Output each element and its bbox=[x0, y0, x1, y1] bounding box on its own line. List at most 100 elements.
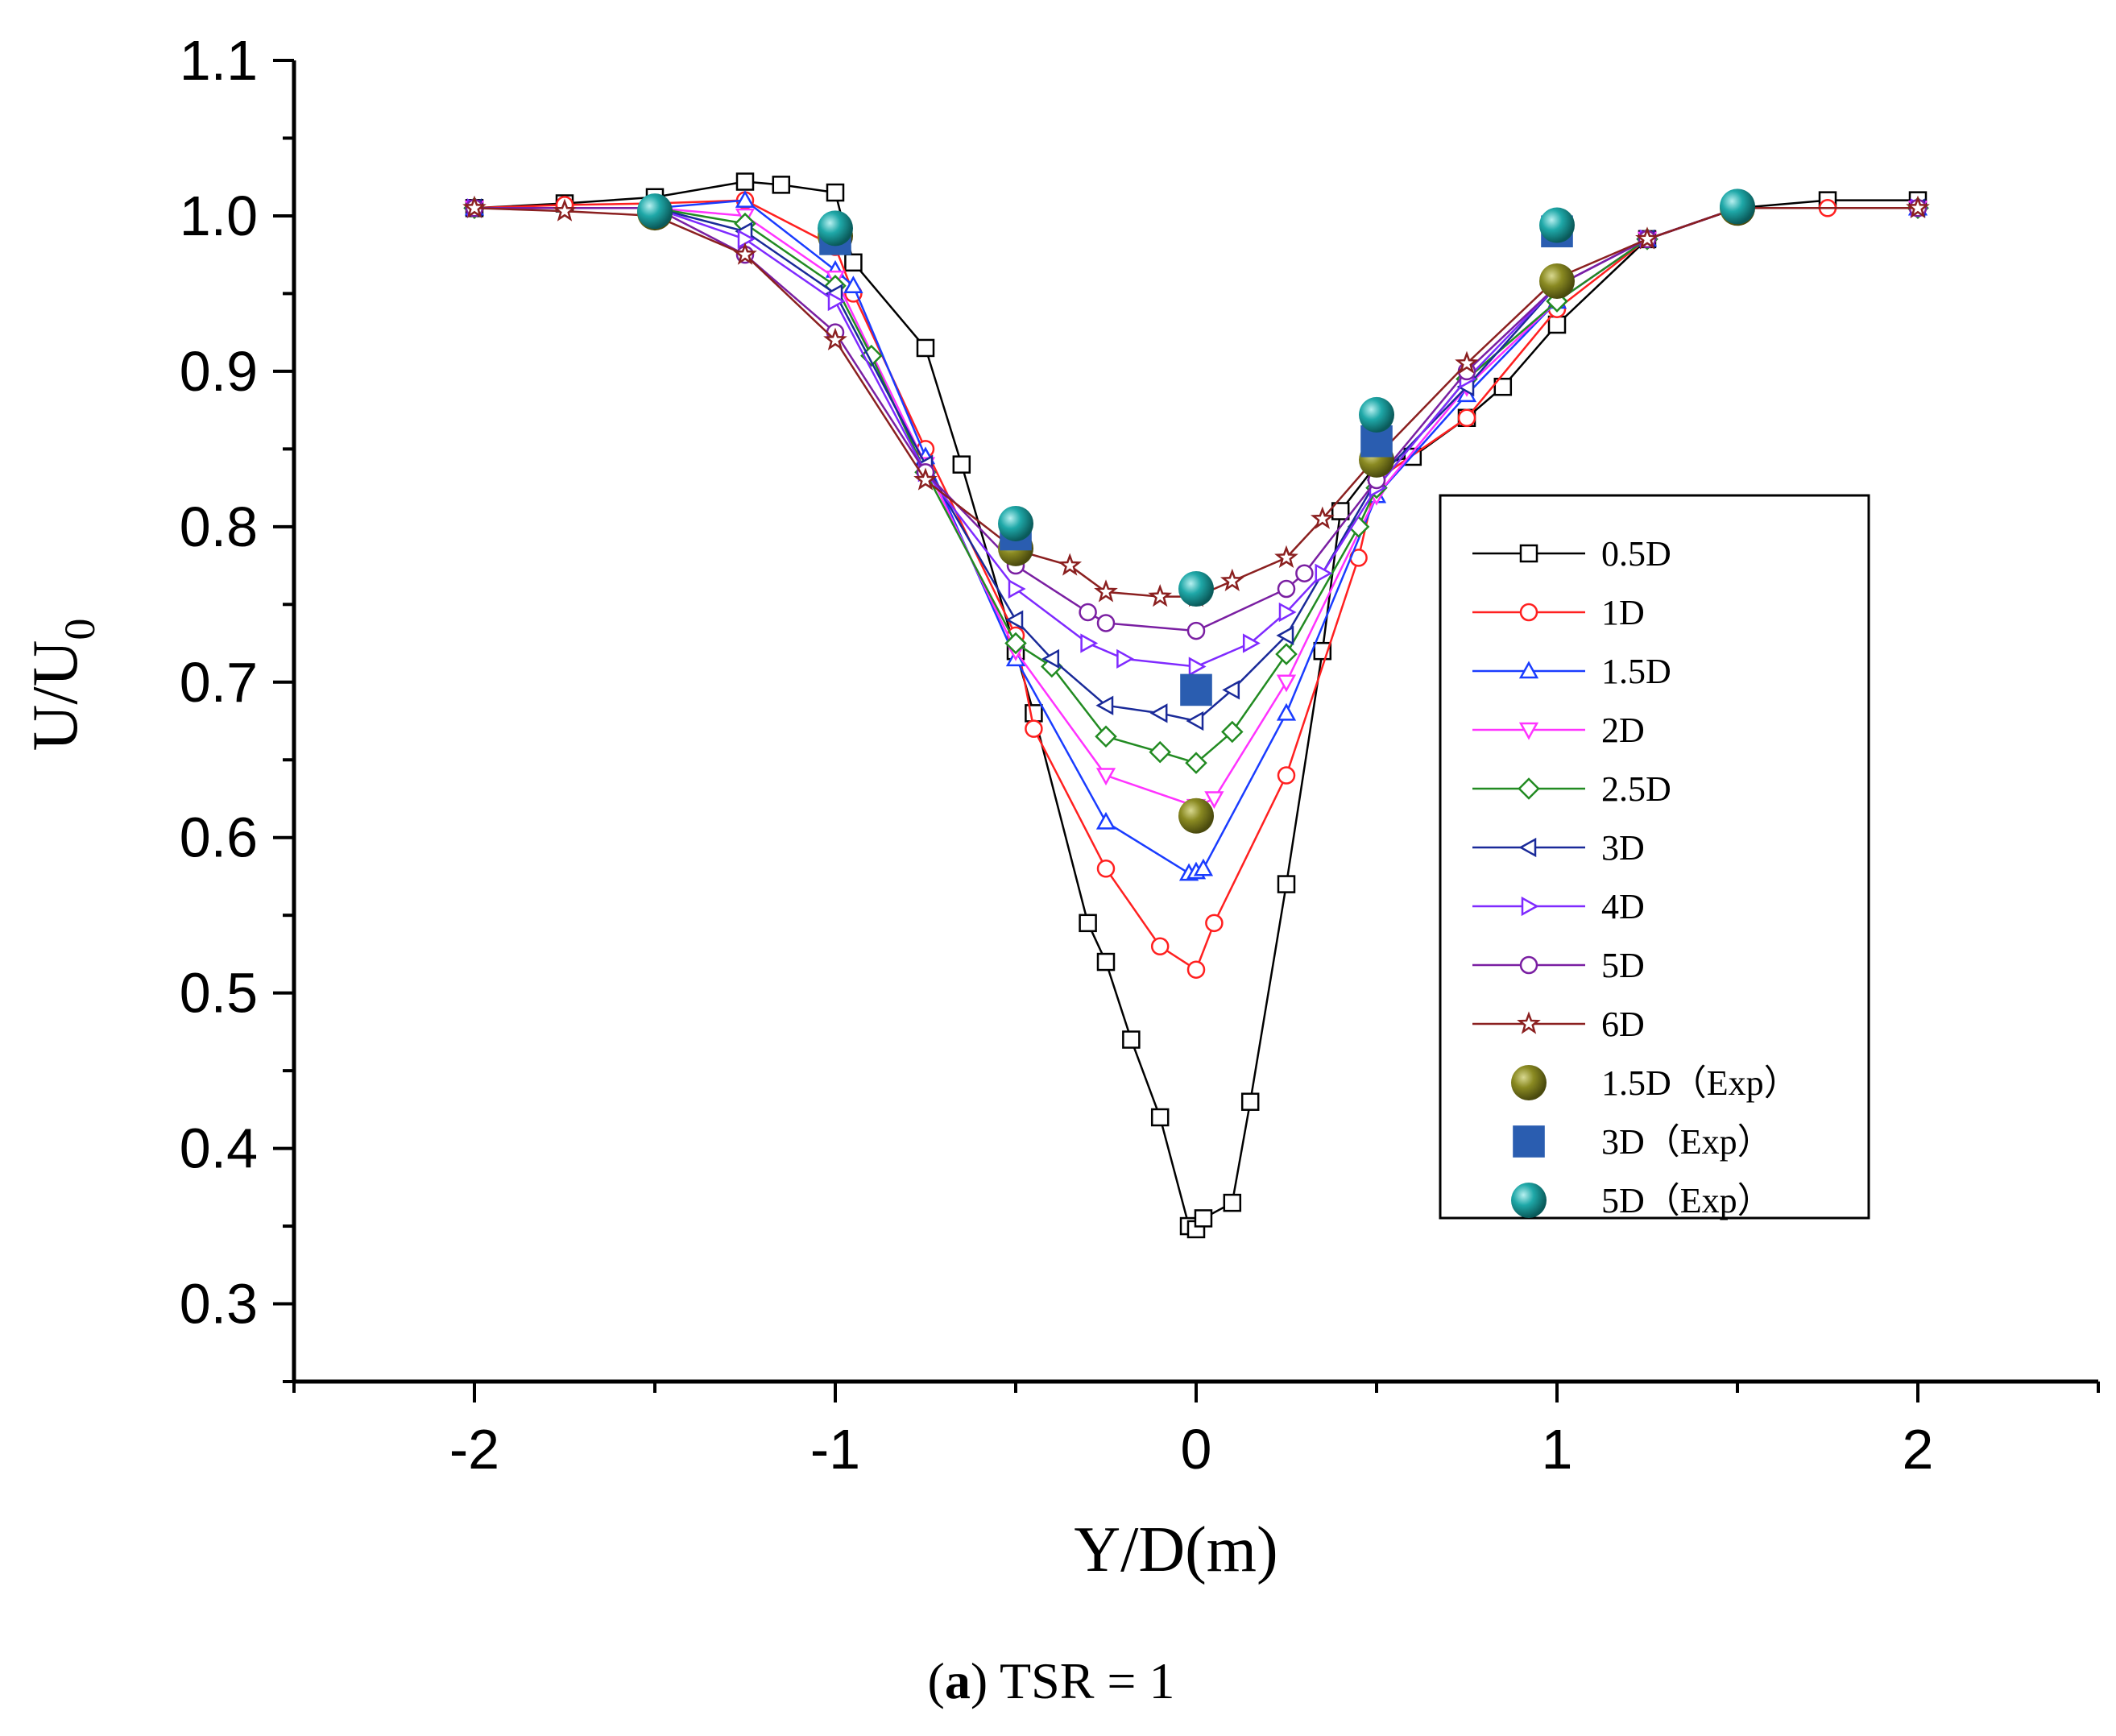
y-axis-title: U/U0 bbox=[20, 619, 104, 752]
data-point bbox=[1310, 506, 1335, 529]
exp-point bbox=[1539, 263, 1575, 299]
legend-marker bbox=[1519, 603, 1538, 622]
data-point bbox=[1149, 740, 1171, 764]
data-point bbox=[733, 242, 757, 265]
exp-point bbox=[1539, 207, 1575, 243]
y-tick-label: 0.8 bbox=[180, 495, 258, 558]
data-point bbox=[1635, 226, 1659, 250]
legend-label: 1.5D（Exp） bbox=[1601, 1063, 1799, 1103]
data-point bbox=[1096, 614, 1116, 632]
legend-marker bbox=[1518, 661, 1539, 679]
data-point bbox=[1493, 377, 1513, 396]
legend-marker bbox=[1511, 1183, 1547, 1218]
exp-point bbox=[1720, 189, 1755, 225]
data-point bbox=[1148, 584, 1173, 607]
y-tick-label: 0.5 bbox=[180, 962, 258, 1025]
data-point bbox=[1116, 648, 1134, 669]
legend-item: 5D（Exp） bbox=[1511, 1181, 1773, 1220]
legend-label: 3D bbox=[1601, 828, 1645, 868]
data-point bbox=[844, 253, 863, 272]
exp-point bbox=[1359, 396, 1394, 433]
data-point bbox=[1276, 625, 1294, 646]
data-point bbox=[1275, 643, 1298, 665]
y-tick-label: 0.4 bbox=[180, 1117, 258, 1180]
data-point bbox=[735, 190, 756, 208]
legend-item: 4D bbox=[1472, 887, 1645, 926]
x-tick-label: 0 bbox=[1181, 1418, 1212, 1481]
legend-marker bbox=[1511, 1065, 1547, 1100]
caption-text: TSR = 1 bbox=[988, 1652, 1174, 1709]
caption-letter: a bbox=[945, 1652, 971, 1709]
data-point bbox=[1096, 860, 1116, 878]
exp-point bbox=[1180, 673, 1212, 706]
data-point bbox=[1008, 578, 1026, 599]
legend-marker bbox=[1518, 722, 1539, 740]
data-point bbox=[827, 291, 846, 312]
data-point bbox=[772, 176, 791, 194]
legend-label: 4D bbox=[1601, 887, 1645, 926]
data-point bbox=[1005, 610, 1024, 630]
legend-item: 1D bbox=[1472, 593, 1645, 632]
legend-label: 1.5D bbox=[1601, 652, 1671, 691]
data-point bbox=[952, 455, 971, 474]
data-point bbox=[843, 276, 863, 294]
legend-label: 3D（Exp） bbox=[1601, 1122, 1773, 1162]
data-point bbox=[1906, 195, 1930, 218]
legend-item: 1.5D bbox=[1472, 652, 1671, 691]
data-point bbox=[1186, 711, 1204, 731]
data-point bbox=[1222, 680, 1240, 700]
data-point bbox=[826, 183, 845, 202]
data-point bbox=[1277, 875, 1296, 893]
data-point bbox=[1186, 621, 1206, 640]
data-point bbox=[1150, 1108, 1170, 1127]
legend-item: 0.5D bbox=[1472, 534, 1671, 574]
data-point bbox=[1025, 719, 1043, 738]
data-point bbox=[1041, 648, 1060, 669]
data-point bbox=[1058, 553, 1083, 576]
legend-label: 6D bbox=[1601, 1005, 1645, 1044]
data-point bbox=[1242, 633, 1261, 653]
data-point bbox=[1277, 766, 1296, 785]
x-axis-title: Y/D(m) bbox=[1074, 1514, 1277, 1585]
data-point bbox=[1193, 858, 1214, 876]
data-point bbox=[1457, 408, 1476, 428]
y-tick-label: 0.9 bbox=[180, 340, 258, 403]
legend-item: 5D bbox=[1472, 946, 1645, 985]
series-line bbox=[474, 199, 1918, 972]
data-point bbox=[1278, 602, 1297, 623]
legend-marker bbox=[1513, 1125, 1545, 1158]
y-tick-label: 0.6 bbox=[180, 806, 258, 869]
legend-label: 5D（Exp） bbox=[1601, 1181, 1773, 1220]
legend-item: 3D（Exp） bbox=[1513, 1122, 1773, 1162]
exp-series bbox=[637, 189, 1755, 607]
legend: 0.5D 1D 1.5D 2D 2.5D 3D 4D 5D 6D 1.5D（Exp） 3D（Exp）… bbox=[1439, 494, 1870, 1220]
legend-label: 0.5D bbox=[1601, 534, 1671, 574]
data-point bbox=[462, 195, 487, 218]
legend-label: 1D bbox=[1601, 593, 1645, 632]
data-point bbox=[1194, 1209, 1213, 1228]
data-point bbox=[1079, 914, 1097, 933]
data-point bbox=[1205, 914, 1224, 933]
x-tick-label: -2 bbox=[449, 1418, 499, 1481]
x-tick-label: 2 bbox=[1903, 1418, 1934, 1481]
exp-point bbox=[818, 210, 853, 247]
data-point bbox=[1004, 632, 1027, 655]
data-point bbox=[1221, 720, 1244, 744]
legend-item: 1.5D（Exp） bbox=[1511, 1063, 1799, 1103]
legend-marker bbox=[1519, 955, 1538, 975]
data-point bbox=[916, 338, 935, 358]
data-point bbox=[1274, 545, 1298, 569]
legend-item: 2D bbox=[1472, 711, 1645, 750]
exp-point bbox=[998, 505, 1033, 541]
data-point bbox=[1095, 811, 1116, 830]
data-point bbox=[1240, 1092, 1260, 1111]
data-point bbox=[1455, 350, 1479, 374]
data-point bbox=[1188, 657, 1207, 677]
data-point bbox=[1315, 563, 1333, 583]
x-tick-label: 1 bbox=[1542, 1418, 1573, 1481]
legend-marker bbox=[1519, 544, 1538, 563]
data-point bbox=[1223, 1193, 1242, 1212]
data-point bbox=[735, 172, 755, 191]
data-point bbox=[1547, 315, 1567, 334]
exp-point bbox=[1178, 798, 1214, 834]
